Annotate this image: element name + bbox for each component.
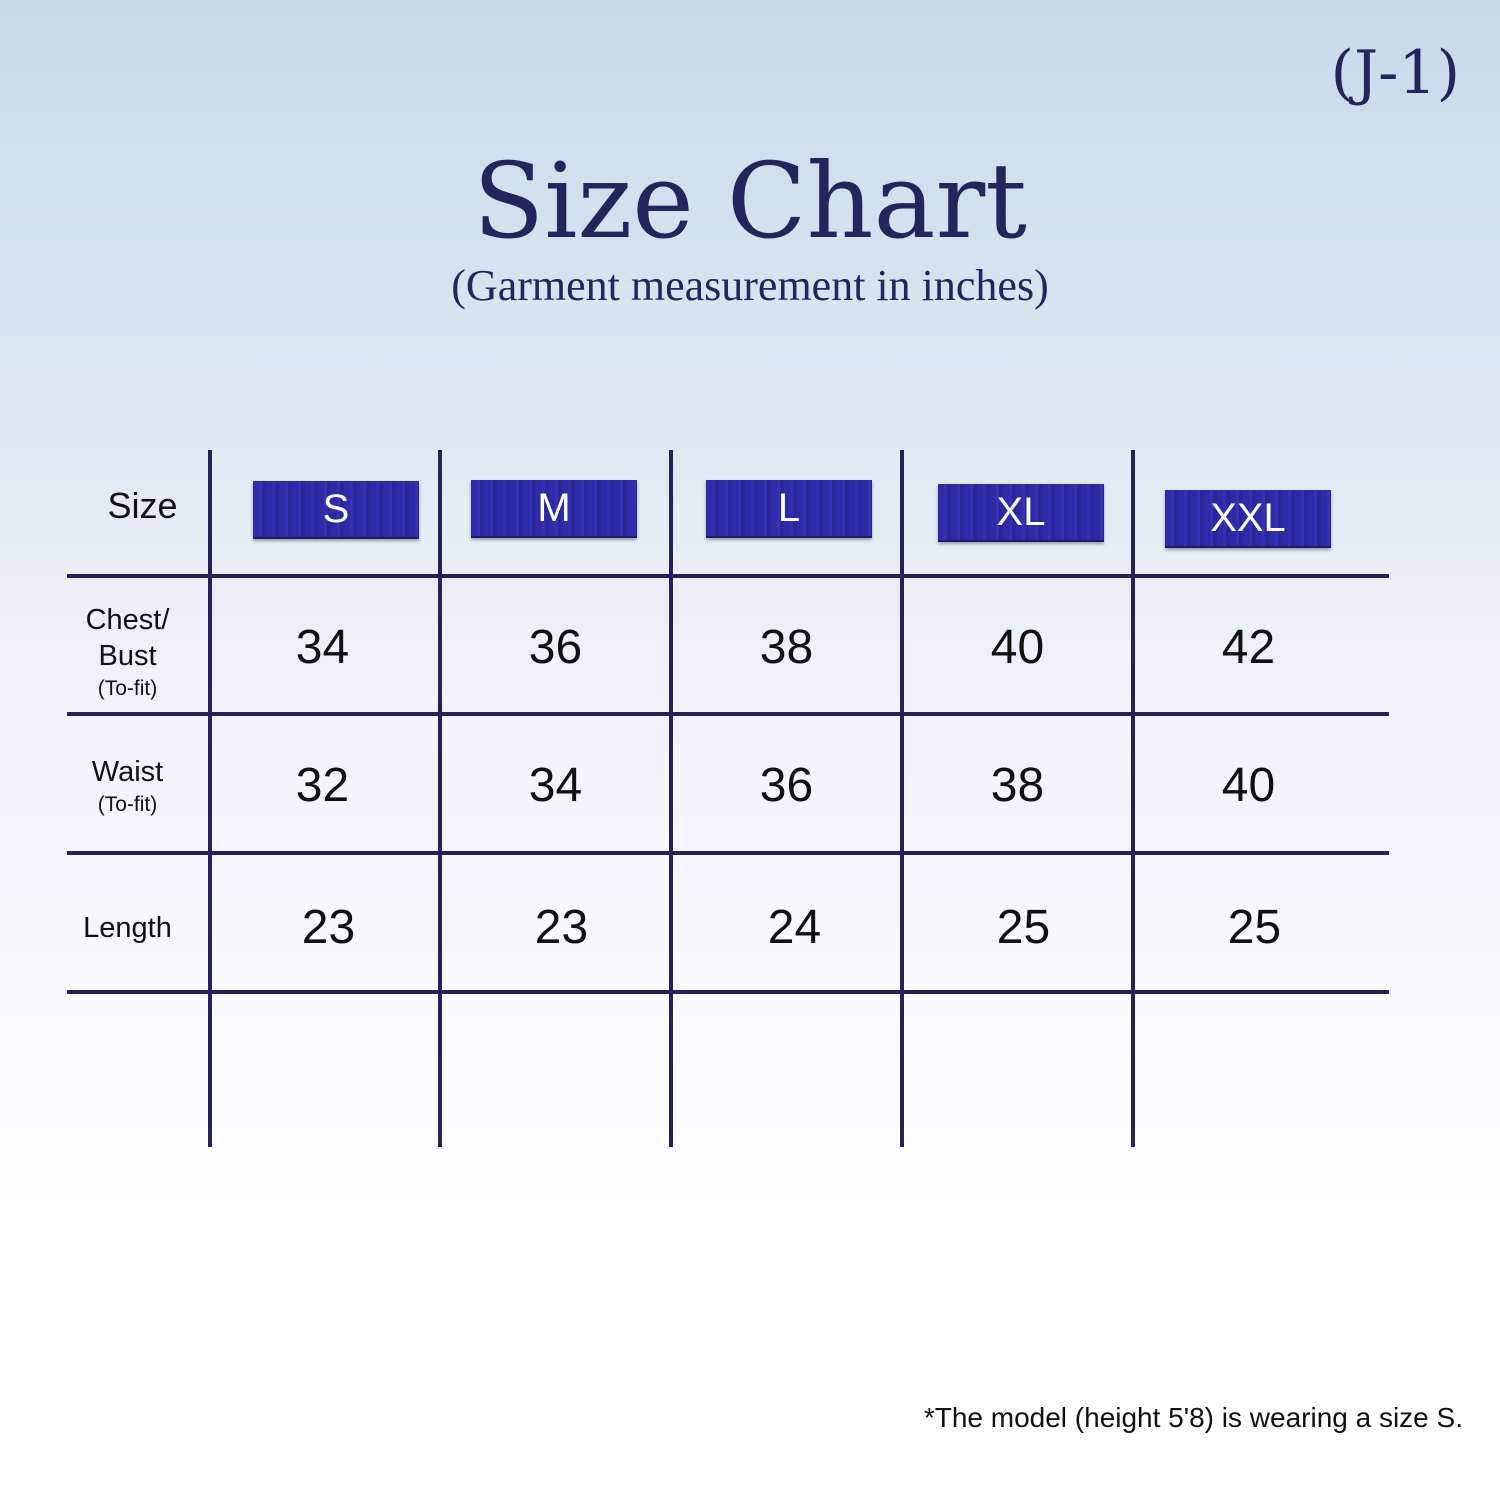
model-note: *The model (height 5'8) is wearing a siz… (923, 1402, 1463, 1433)
row-label-text: Waist (91, 756, 164, 788)
column-divider (438, 450, 442, 1147)
table-cell: 36 (528, 621, 583, 674)
size-badge-l: L (706, 480, 872, 538)
table-cell: 32 (295, 759, 350, 812)
row-label-sub: (To-fit) (97, 677, 158, 700)
product-code: (J-1) (1330, 38, 1460, 108)
size-badge-xl: XL (938, 484, 1104, 542)
row-label-waist: Waist (To-fit) (40, 754, 215, 820)
table-cell: 34 (295, 621, 350, 674)
size-badge-xxl: XXL (1165, 490, 1331, 548)
table-cell: 40 (990, 621, 1045, 674)
table-cell: 38 (759, 621, 814, 674)
size-badge-m: M (471, 480, 637, 538)
table-cell: 36 (759, 759, 814, 812)
column-divider (1131, 450, 1135, 1147)
table-cell: 24 (767, 901, 822, 954)
size-badge-s: S (253, 481, 419, 539)
row-label-sub: (To-fit) (97, 793, 158, 816)
row-label-text: Bust (98, 640, 157, 672)
table-cell: 38 (990, 759, 1045, 812)
page-title: Size Chart (473, 140, 1027, 262)
row-divider (67, 712, 1389, 716)
page-subtitle: (Garment measurement in inches) (451, 261, 1049, 310)
table-cell: 25 (996, 901, 1051, 954)
row-divider (67, 574, 1389, 578)
row-label-chest: Chest/ Bust (To-fit) (40, 602, 215, 704)
column-divider (900, 450, 904, 1147)
table-cell: 23 (534, 901, 589, 954)
row-label-length: Length (83, 912, 172, 944)
row-divider (67, 851, 1389, 855)
table-cell: 34 (528, 759, 583, 812)
table-cell: 25 (1227, 901, 1282, 954)
size-header-label: Size (107, 485, 178, 526)
table-cell: 40 (1221, 759, 1276, 812)
table-cell: 42 (1221, 621, 1276, 674)
column-divider (208, 450, 212, 1147)
row-divider (67, 990, 1389, 994)
column-divider (669, 450, 673, 1147)
table-cell: 23 (301, 901, 356, 954)
row-label-text: Chest/ (85, 604, 170, 636)
